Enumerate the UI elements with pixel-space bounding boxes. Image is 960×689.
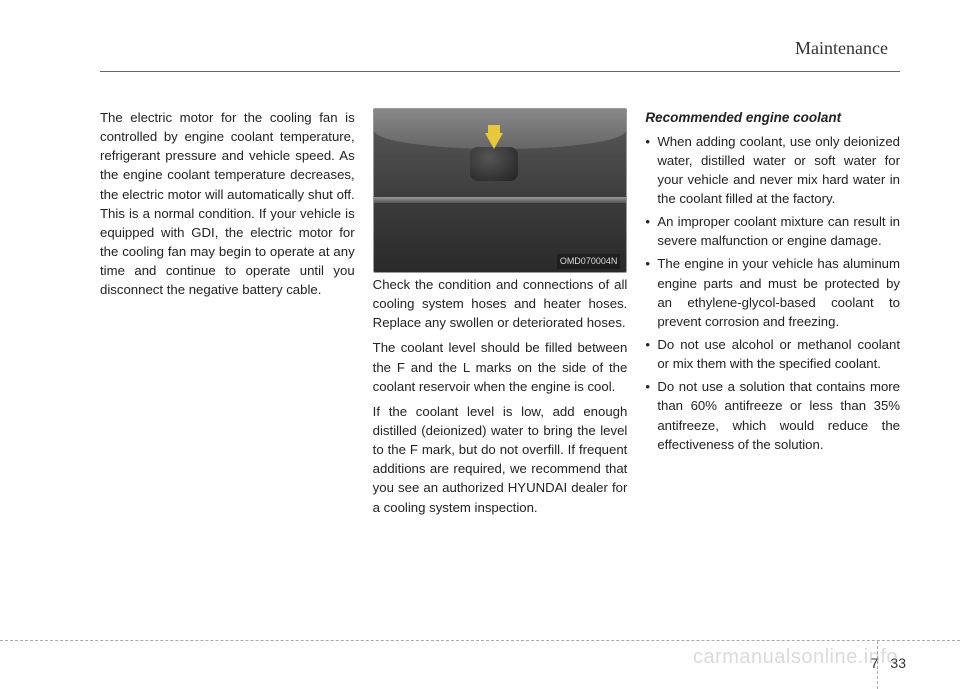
chapter-number: 7 <box>871 655 885 671</box>
col1-para1: The electric motor for the cooling fan i… <box>100 108 355 299</box>
list-item: Do not use alcohol or methanol coolant o… <box>645 335 900 373</box>
engine-line-shape <box>374 197 627 203</box>
list-item: The engine in your vehicle has aluminum … <box>645 254 900 331</box>
figure-code-label: OMD070004N <box>557 254 621 269</box>
engine-figure: OMD070004N <box>373 108 628 273</box>
list-item: An improper coolant mixture can result i… <box>645 212 900 250</box>
footer-dashed-horizontal <box>0 640 960 641</box>
col3-subhead: Recommended engine coolant <box>645 108 900 128</box>
column-2: OMD070004N Check the condition and conne… <box>373 108 628 523</box>
col2-para3: If the coolant level is low, add enough … <box>373 402 628 517</box>
column-3: Recommended engine coolant When adding c… <box>645 108 900 523</box>
header-divider <box>100 71 900 72</box>
list-item: When adding coolant, use only deionized … <box>645 132 900 209</box>
arrow-indicator-icon <box>485 133 503 149</box>
column-1: The electric motor for the cooling fan i… <box>100 108 355 523</box>
col2-para2: The coolant level should be filled betwe… <box>373 338 628 395</box>
manual-page: Maintenance The electric motor for the c… <box>0 0 960 689</box>
col2-para1: Check the condition and connections of a… <box>373 275 628 332</box>
content-columns: The electric motor for the cooling fan i… <box>100 108 900 523</box>
watermark-text: carmanualsonline.info <box>693 646 898 669</box>
page-number: 33 <box>890 655 906 671</box>
page-footer: 7 33 <box>871 655 906 671</box>
coolant-cap-shape <box>470 147 518 181</box>
list-item: Do not use a solution that contains more… <box>645 377 900 454</box>
section-title: Maintenance <box>795 38 900 59</box>
page-header: Maintenance <box>100 28 900 68</box>
recommendation-list: When adding coolant, use only deionized … <box>645 132 900 454</box>
